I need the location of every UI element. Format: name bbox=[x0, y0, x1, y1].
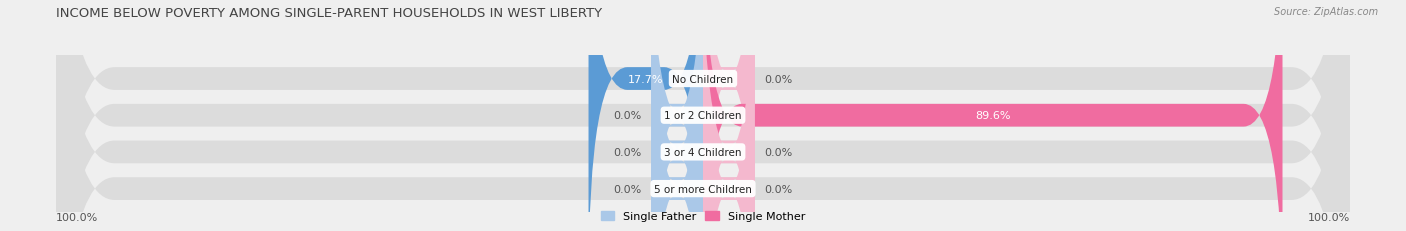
Text: 100.0%: 100.0% bbox=[1308, 213, 1350, 222]
FancyBboxPatch shape bbox=[56, 0, 1350, 231]
FancyBboxPatch shape bbox=[56, 0, 1350, 231]
Text: 0.0%: 0.0% bbox=[765, 184, 793, 194]
Text: 3 or 4 Children: 3 or 4 Children bbox=[664, 147, 742, 157]
Text: No Children: No Children bbox=[672, 74, 734, 84]
Text: 0.0%: 0.0% bbox=[613, 147, 641, 157]
Text: 89.6%: 89.6% bbox=[974, 111, 1011, 121]
Text: 0.0%: 0.0% bbox=[613, 184, 641, 194]
Text: 0.0%: 0.0% bbox=[765, 74, 793, 84]
FancyBboxPatch shape bbox=[56, 0, 1350, 231]
Text: INCOME BELOW POVERTY AMONG SINGLE-PARENT HOUSEHOLDS IN WEST LIBERTY: INCOME BELOW POVERTY AMONG SINGLE-PARENT… bbox=[56, 7, 602, 20]
Text: Source: ZipAtlas.com: Source: ZipAtlas.com bbox=[1274, 7, 1378, 17]
Text: 0.0%: 0.0% bbox=[613, 111, 641, 121]
FancyBboxPatch shape bbox=[651, 0, 703, 231]
Text: 5 or more Children: 5 or more Children bbox=[654, 184, 752, 194]
FancyBboxPatch shape bbox=[703, 0, 1282, 231]
FancyBboxPatch shape bbox=[56, 0, 1350, 231]
Text: 0.0%: 0.0% bbox=[765, 147, 793, 157]
Text: 17.7%: 17.7% bbox=[628, 74, 664, 84]
FancyBboxPatch shape bbox=[703, 0, 755, 231]
FancyBboxPatch shape bbox=[703, 0, 755, 231]
Text: 100.0%: 100.0% bbox=[56, 213, 98, 222]
Text: 1 or 2 Children: 1 or 2 Children bbox=[664, 111, 742, 121]
FancyBboxPatch shape bbox=[703, 0, 755, 231]
FancyBboxPatch shape bbox=[651, 0, 703, 231]
Legend: Single Father, Single Mother: Single Father, Single Mother bbox=[596, 206, 810, 225]
FancyBboxPatch shape bbox=[651, 0, 703, 231]
FancyBboxPatch shape bbox=[589, 0, 703, 231]
